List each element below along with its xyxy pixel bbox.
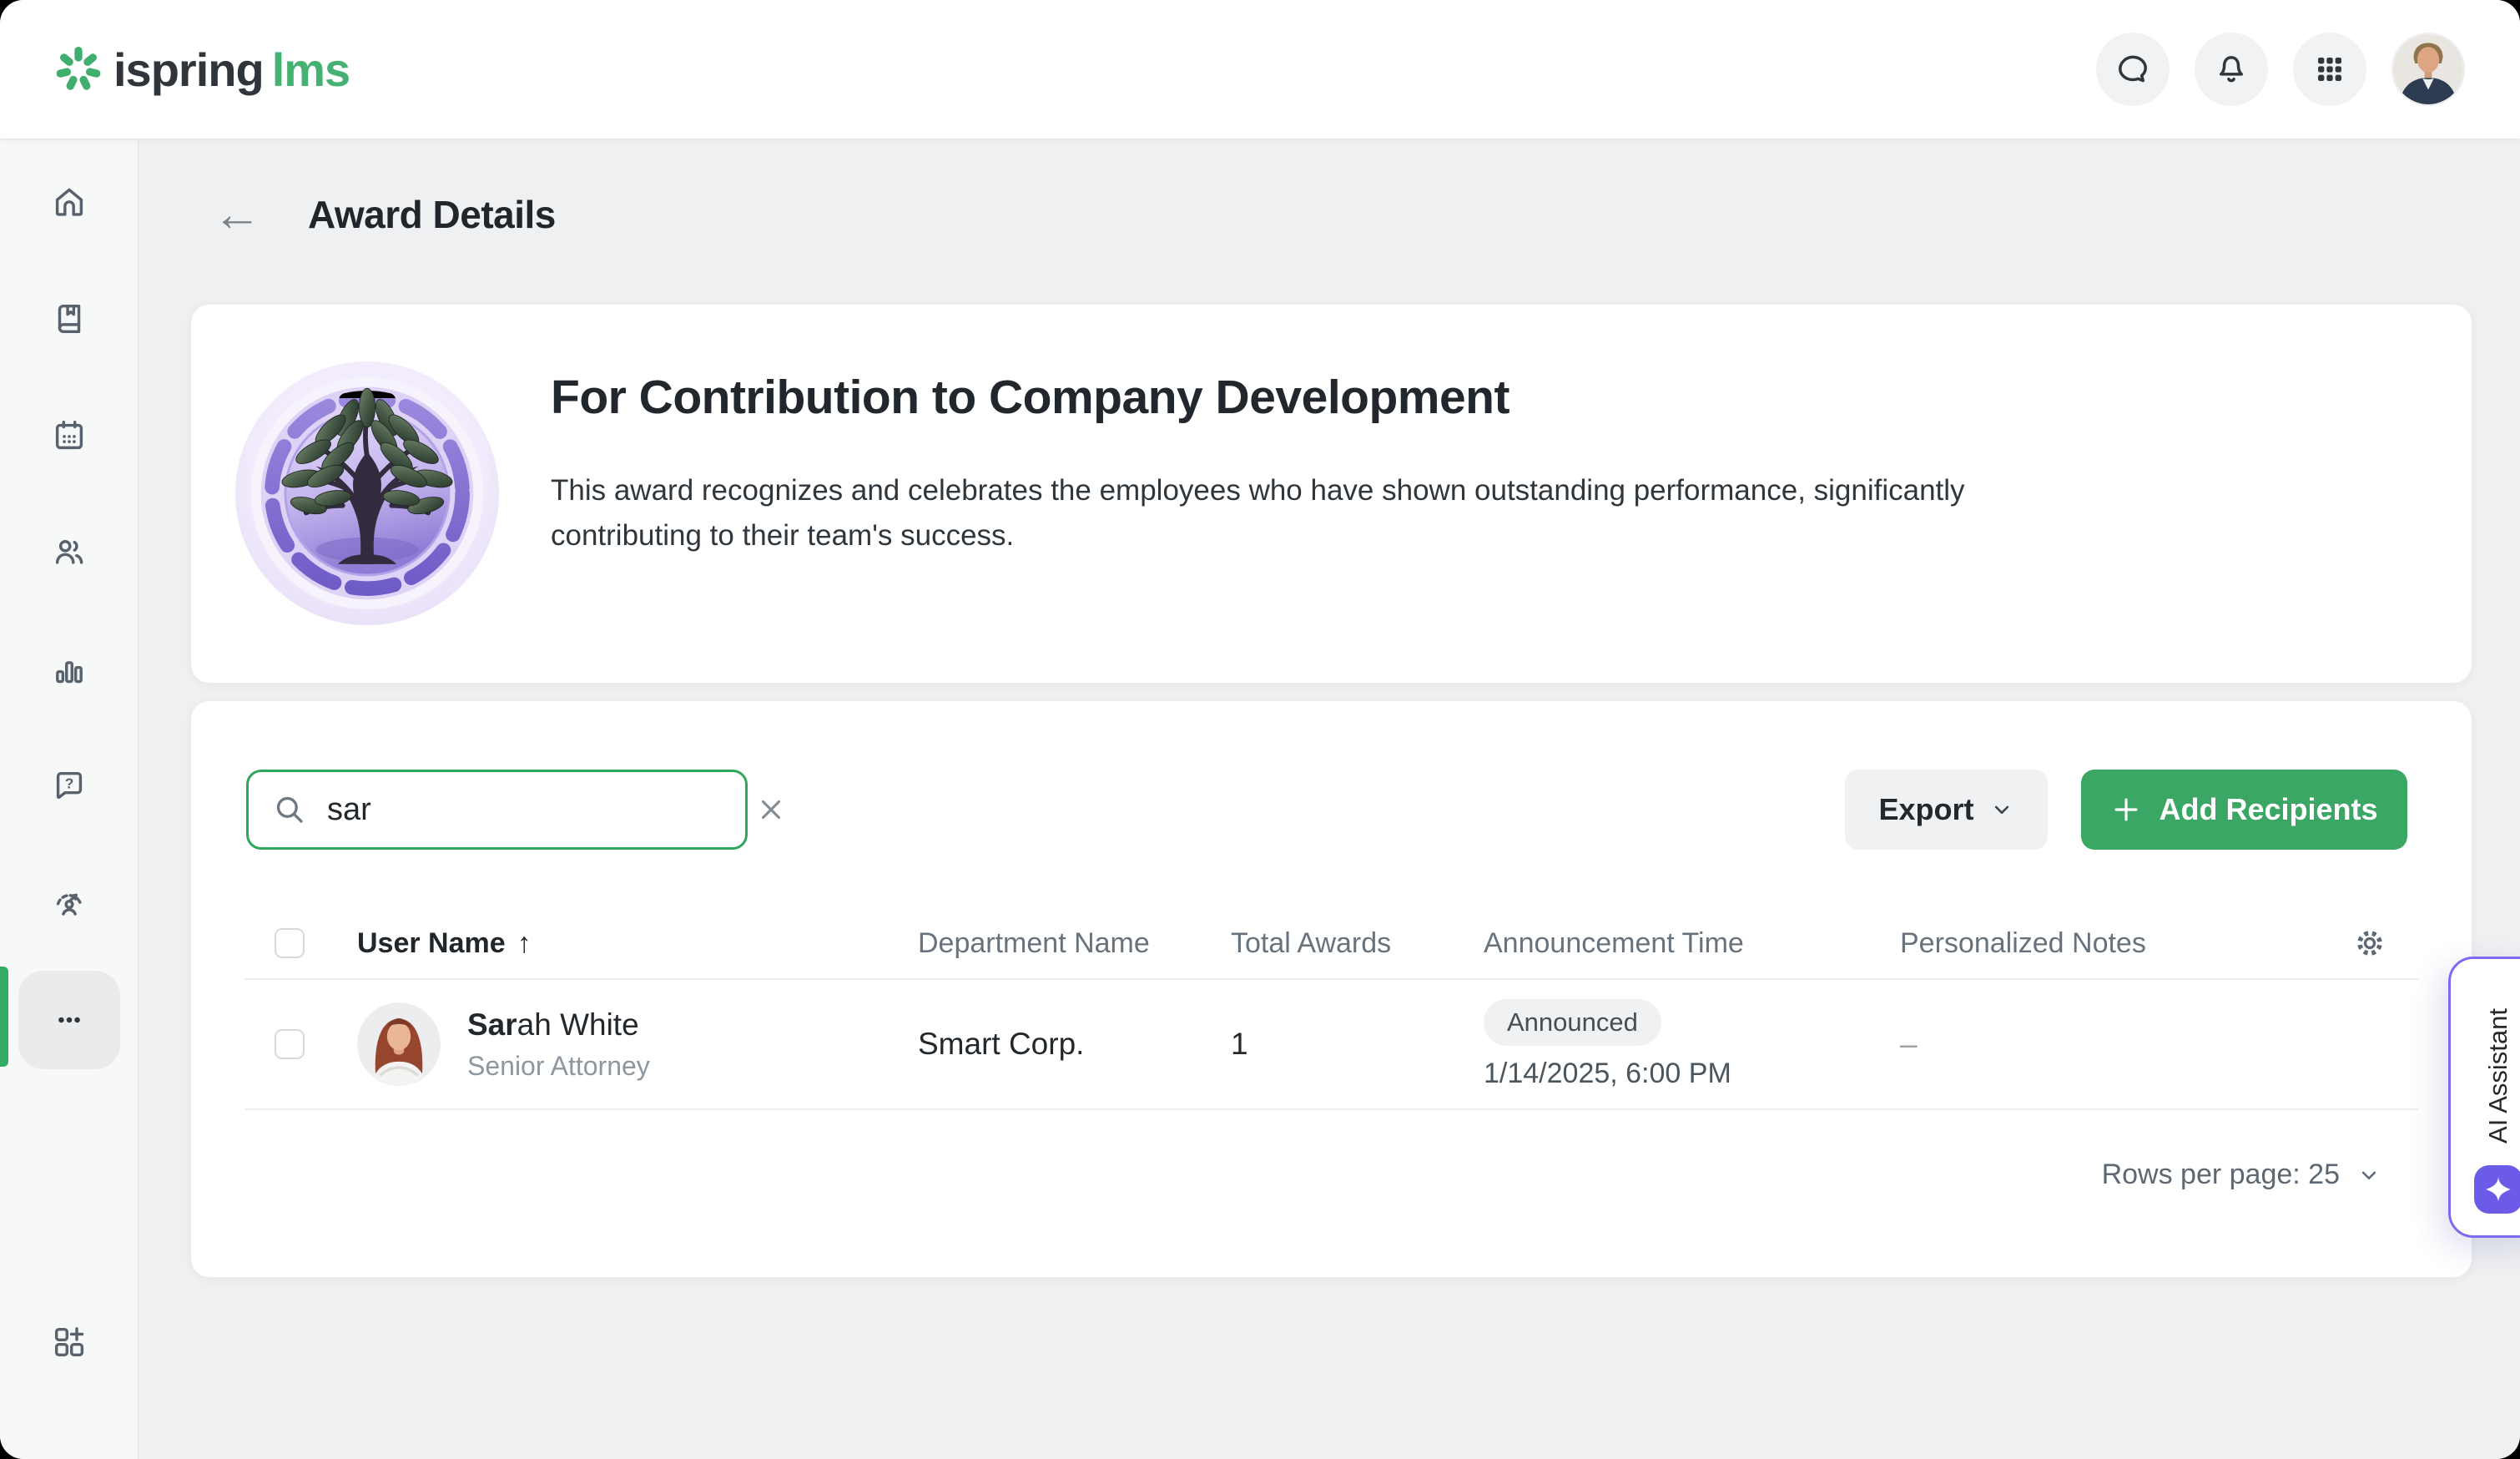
recipient-avatar xyxy=(357,1002,441,1086)
award-badge-image xyxy=(233,359,501,628)
grid-plus-icon xyxy=(50,1323,88,1361)
calendar-icon xyxy=(50,416,88,455)
search-box xyxy=(246,770,781,850)
add-recipients-button[interactable]: Add Recipients xyxy=(2081,770,2407,850)
ispring-flower-icon xyxy=(55,46,102,93)
sidebar-item-people[interactable] xyxy=(0,494,139,611)
ellipsis-icon xyxy=(50,1001,88,1039)
sidebar-item-calendar[interactable] xyxy=(0,377,139,494)
back-button[interactable]: ← xyxy=(213,187,261,241)
apps-grid-icon xyxy=(2312,52,2347,87)
award-summary-card: For Contribution to Company Development … xyxy=(191,305,2472,683)
sidebar-item-courses[interactable] xyxy=(0,260,139,377)
people-icon xyxy=(50,533,88,572)
ai-assistant-tab[interactable]: AI Assistant xyxy=(2448,957,2520,1238)
bell-icon xyxy=(2213,51,2250,88)
messages-button[interactable] xyxy=(2096,33,2170,106)
award-description: This award recognizes and celebrates the… xyxy=(551,474,1965,553)
chevron-down-icon xyxy=(2356,1163,2381,1188)
table-header-row: User Name ↑ Department Name Total Awards… xyxy=(191,908,2472,978)
export-button[interactable]: Export xyxy=(1845,770,2048,850)
main-content: ← Award Details xyxy=(139,140,2520,1459)
column-header-announcement-time[interactable]: Announcement Time xyxy=(1484,926,1744,959)
brand-name: ispring lms xyxy=(113,43,350,96)
rows-per-page-value: 25 xyxy=(2308,1159,2340,1190)
sidebar-item-add-apps[interactable] xyxy=(0,1300,139,1384)
topbar-actions xyxy=(2096,33,2465,106)
user-avatar[interactable] xyxy=(2391,33,2465,106)
recipients-card: Export Add Recipients User Name ↑ xyxy=(191,701,2472,1277)
sidebar-item-home[interactable] xyxy=(0,144,139,260)
sort-asc-icon: ↑ xyxy=(517,926,532,959)
column-header-department[interactable]: Department Name xyxy=(918,926,1150,959)
active-nav-pill xyxy=(18,971,120,1069)
cell-personalized-notes: – xyxy=(1900,1027,1918,1061)
supervision-gauge-icon xyxy=(50,884,88,922)
svg-text:?: ? xyxy=(64,775,73,792)
cell-announcement-time: 1/14/2025, 6:00 PM xyxy=(1484,1057,1731,1089)
rows-per-page-select[interactable]: Rows per page: 25 xyxy=(2102,1159,2381,1191)
clear-search-icon[interactable] xyxy=(755,794,787,825)
sidebar-item-quizzes[interactable]: ? xyxy=(0,728,139,845)
chat-bubble-icon xyxy=(2114,51,2151,88)
table-divider xyxy=(244,978,2418,980)
brand-logo[interactable]: ispring lms xyxy=(55,43,350,97)
column-header-total-awards[interactable]: Total Awards xyxy=(1231,926,1392,959)
column-header-personalized-notes[interactable]: Personalized Notes xyxy=(1900,926,2146,959)
sidebar-item-more[interactable] xyxy=(0,962,139,1078)
home-icon xyxy=(50,183,88,221)
cell-department: Smart Corp. xyxy=(918,1027,1085,1061)
table-row[interactable]: Sarah White Senior Attorney Smart Corp. … xyxy=(191,980,2472,1108)
book-icon xyxy=(50,300,88,338)
sidebar: ? xyxy=(0,140,139,1459)
table-settings-gear-icon[interactable] xyxy=(2351,925,2388,962)
question-bubble-icon: ? xyxy=(50,767,88,805)
select-all-checkbox[interactable] xyxy=(275,928,305,958)
row-checkbox[interactable] xyxy=(275,1029,305,1059)
ai-sparkle-icon xyxy=(2474,1165,2520,1214)
top-bar: ispring lms xyxy=(0,0,2520,139)
sidebar-item-mentoring[interactable] xyxy=(0,845,139,962)
search-input[interactable] xyxy=(327,791,735,828)
status-badge: Announced xyxy=(1484,998,1661,1046)
page-title: Award Details xyxy=(308,193,556,236)
recipient-name: Sarah White xyxy=(467,1007,639,1042)
cell-total-awards: 1 xyxy=(1231,1027,1248,1061)
active-nav-indicator xyxy=(0,967,8,1067)
column-header-user-name[interactable]: User Name ↑ xyxy=(357,926,532,959)
plus-icon xyxy=(2110,794,2142,825)
bar-chart-icon xyxy=(50,650,88,689)
recipients-table: User Name ↑ Department Name Total Awards… xyxy=(191,908,2472,1110)
recipient-job-title: Senior Attorney xyxy=(467,1050,650,1081)
ai-assistant-label: AI Assistant xyxy=(2483,1008,2512,1143)
sidebar-item-reports[interactable] xyxy=(0,611,139,728)
search-icon xyxy=(272,792,307,827)
table-divider xyxy=(244,1108,2418,1110)
apps-grid-button[interactable] xyxy=(2293,33,2366,106)
award-title: For Contribution to Company Development xyxy=(551,371,1509,424)
chevron-down-icon xyxy=(1989,797,2014,822)
notifications-button[interactable] xyxy=(2195,33,2268,106)
